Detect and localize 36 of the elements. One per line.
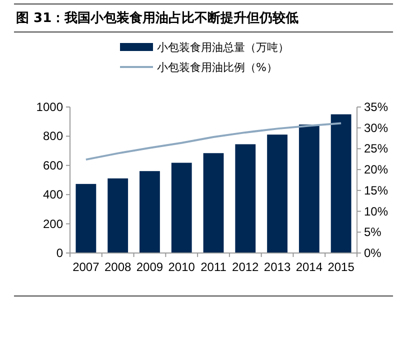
line-series: [84, 122, 342, 161]
y2-tick-label: 5%: [364, 225, 382, 240]
bar: [330, 114, 352, 253]
y-tick-label: 800: [42, 129, 64, 144]
y2-tick-label: 10%: [364, 204, 388, 218]
chart-title: 图 31：我国小包装食用油占比不断提升但仍较低: [16, 10, 299, 26]
x-tick-label: 2011: [200, 260, 227, 274]
y-tick-label: 400: [42, 188, 64, 202]
bar: [171, 162, 192, 253]
bar: [108, 178, 128, 253]
bar: [298, 124, 320, 253]
x-tick-label: 2007: [72, 260, 100, 274]
legend-label: 小包装食用油总量（万吨）: [157, 41, 289, 54]
x-tick-label: 2014: [296, 260, 323, 274]
y2-tick-label: 15%: [364, 183, 388, 198]
x-tick-label: 2015: [328, 260, 355, 274]
bar: [203, 153, 224, 253]
x-tick-label: 2010: [168, 260, 196, 274]
x-tick-label: 2013: [264, 260, 291, 274]
x-tick-label: 2012: [232, 260, 260, 274]
y2-tick-label: 35%: [364, 100, 388, 114]
x-tick-label: 2008: [104, 260, 132, 274]
legend-label: 小包装食用油比例（%）: [157, 61, 278, 74]
y-tick-label: 0: [56, 246, 64, 260]
bar: [267, 134, 288, 253]
bar: [76, 184, 96, 253]
y2-tick-label: 0%: [364, 246, 382, 260]
bar: [235, 144, 256, 253]
y-tick-label: 1000: [36, 100, 64, 114]
y-tick-label: 600: [42, 158, 64, 172]
y-tick-label: 200: [42, 216, 64, 231]
bar: [140, 171, 160, 253]
y2-tick-label: 20%: [364, 162, 388, 177]
x-tick-label: 2009: [136, 260, 164, 274]
y2-tick-label: 30%: [364, 120, 388, 135]
y2-tick-label: 25%: [364, 142, 388, 156]
